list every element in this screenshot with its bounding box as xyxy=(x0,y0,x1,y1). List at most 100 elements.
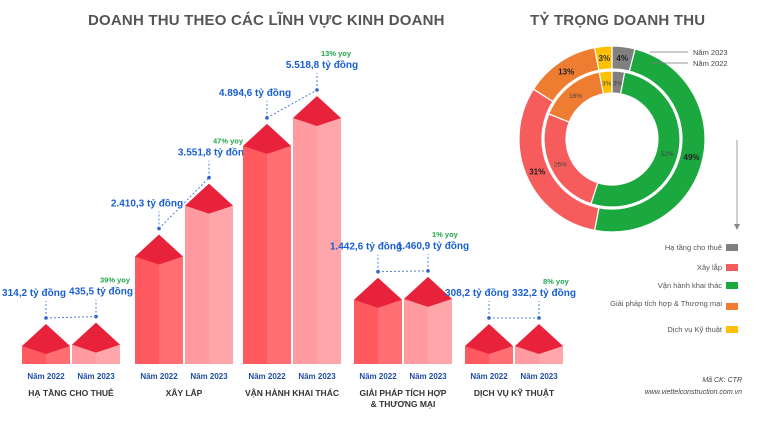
website: www.viettelconstruction.com.vn xyxy=(644,389,742,396)
year-label: Năm 2023 xyxy=(190,372,228,381)
value-label: 4.894,6 tỷ đồng xyxy=(219,87,291,99)
category-label-line: DỊCH VỤ KỸ THUẬT xyxy=(473,388,555,398)
bar xyxy=(465,346,513,364)
category-label: DỊCH VỤ KỸ THUẬT xyxy=(454,388,574,399)
legend-label: Vận hành khai thác xyxy=(657,281,722,290)
donut-slice xyxy=(593,45,613,71)
bar-roof xyxy=(515,324,563,354)
legend-swatch xyxy=(726,264,738,271)
year-label: Năm 2022 xyxy=(140,372,178,381)
bar-shade xyxy=(317,118,341,364)
bar-roof xyxy=(293,96,341,126)
bar xyxy=(404,298,452,364)
yoy-label: 47% yoy xyxy=(213,137,244,146)
year-label: Năm 2023 xyxy=(298,372,336,381)
legend-item: Vận hành khai thác xyxy=(600,281,750,299)
slice-label: 13% xyxy=(558,68,574,77)
bar xyxy=(293,118,341,364)
bar-shade xyxy=(209,205,233,364)
bar-shade xyxy=(267,145,291,364)
leader-dot xyxy=(94,314,98,319)
bar xyxy=(515,346,563,364)
bar xyxy=(243,145,291,364)
year-label: Năm 2023 xyxy=(409,372,447,381)
slice-label: 31% xyxy=(529,167,545,176)
connector-line xyxy=(45,316,97,319)
legend-label: Giải pháp tích hợp & Thương mại xyxy=(610,299,722,308)
bar-shade xyxy=(428,298,452,364)
category-label: VẬN HÀNH KHAI THÁC xyxy=(232,388,352,399)
value-label: 332,2 tỷ đồng xyxy=(512,287,576,299)
year-callout: Năm 2022 xyxy=(693,59,728,68)
donut-chart-title: TỶ TRỌNG DOANH THU xyxy=(530,12,706,29)
year-label: Năm 2022 xyxy=(248,372,286,381)
bar-roof xyxy=(465,324,513,354)
legend-swatch xyxy=(726,303,738,310)
yoy-label: 1% yoy xyxy=(432,230,459,239)
year-label: Năm 2022 xyxy=(27,372,65,381)
legend-pointer-arrow xyxy=(734,224,740,230)
value-label: 308,2 tỷ đồng xyxy=(445,287,509,299)
bar-chart-title: DOANH THU THEO CÁC LĨNH VỰC KINH DOANH xyxy=(88,12,445,29)
bar-roof xyxy=(135,234,183,265)
slice-label: 3% xyxy=(602,80,612,87)
value-label: 2.410,3 tỷ đồng xyxy=(111,198,183,210)
donut-slice xyxy=(590,71,681,208)
legend-label: Xây lắp xyxy=(696,263,722,272)
leader-dot xyxy=(426,269,430,273)
slice-label: 52% xyxy=(661,151,674,158)
year-label: Năm 2023 xyxy=(520,372,558,381)
bar xyxy=(185,205,233,364)
bar-roof xyxy=(354,277,402,308)
value-label: 1.442,6 tỷ đồng xyxy=(330,241,402,253)
category-label-line: GIẢI PHÁP TÍCH HỢP xyxy=(359,388,447,398)
legend-item: Giải pháp tích hợp & Thương mại xyxy=(600,299,750,317)
value-label: 1.460,9 tỷ đồng xyxy=(397,240,469,252)
bar-roof xyxy=(243,123,291,154)
bar-shade xyxy=(378,299,402,364)
year-label: Năm 2022 xyxy=(470,372,508,381)
slice-label: 3% xyxy=(599,54,611,63)
category-label-line: & THƯƠNG MẠI xyxy=(370,399,436,409)
bar-roof xyxy=(72,322,120,353)
bar xyxy=(72,344,120,364)
legend-item: Hạ tầng cho thuê xyxy=(600,243,750,261)
slice-label: 26% xyxy=(554,161,567,168)
bar-shade xyxy=(159,256,183,364)
bar xyxy=(22,346,70,364)
value-label: 435,5 tỷ đồng xyxy=(69,286,133,298)
year-callout: Năm 2023 xyxy=(693,48,728,57)
legend-swatch xyxy=(726,244,738,251)
legend-swatch xyxy=(726,282,738,289)
value-label: 5.518,8 tỷ đồng xyxy=(286,59,358,71)
category-label-line: VẬN HÀNH KHAI THÁC xyxy=(245,388,339,398)
bar-roof xyxy=(22,324,70,354)
slice-label: 49% xyxy=(684,153,700,162)
connector-line xyxy=(266,89,318,119)
slice-label: 3% xyxy=(613,80,623,87)
legend-swatch xyxy=(726,326,738,333)
value-label: 3.551,8 tỷ đồng xyxy=(178,147,250,159)
yoy-label: 39% yoy xyxy=(100,276,131,285)
yoy-label: 8% yoy xyxy=(543,277,570,286)
leader-dot xyxy=(207,175,211,180)
year-label: Năm 2023 xyxy=(77,372,115,381)
category-label: XÂY LẮP xyxy=(124,388,244,399)
donut-slice xyxy=(593,48,706,233)
value-label: 314,2 tỷ đồng xyxy=(2,287,66,299)
bar-roof xyxy=(404,276,452,307)
stock-code: Mã CK: CTR xyxy=(702,377,742,384)
slice-label: 16% xyxy=(569,93,582,100)
legend-label: Dịch vụ Kỹ thuật xyxy=(667,325,722,334)
legend-item: Xây lắp xyxy=(600,263,750,281)
category-label-line: XÂY LẮP xyxy=(165,388,203,398)
category-label: HẠ TẦNG CHO THUÊ xyxy=(11,388,131,399)
bar-roof xyxy=(185,183,233,214)
